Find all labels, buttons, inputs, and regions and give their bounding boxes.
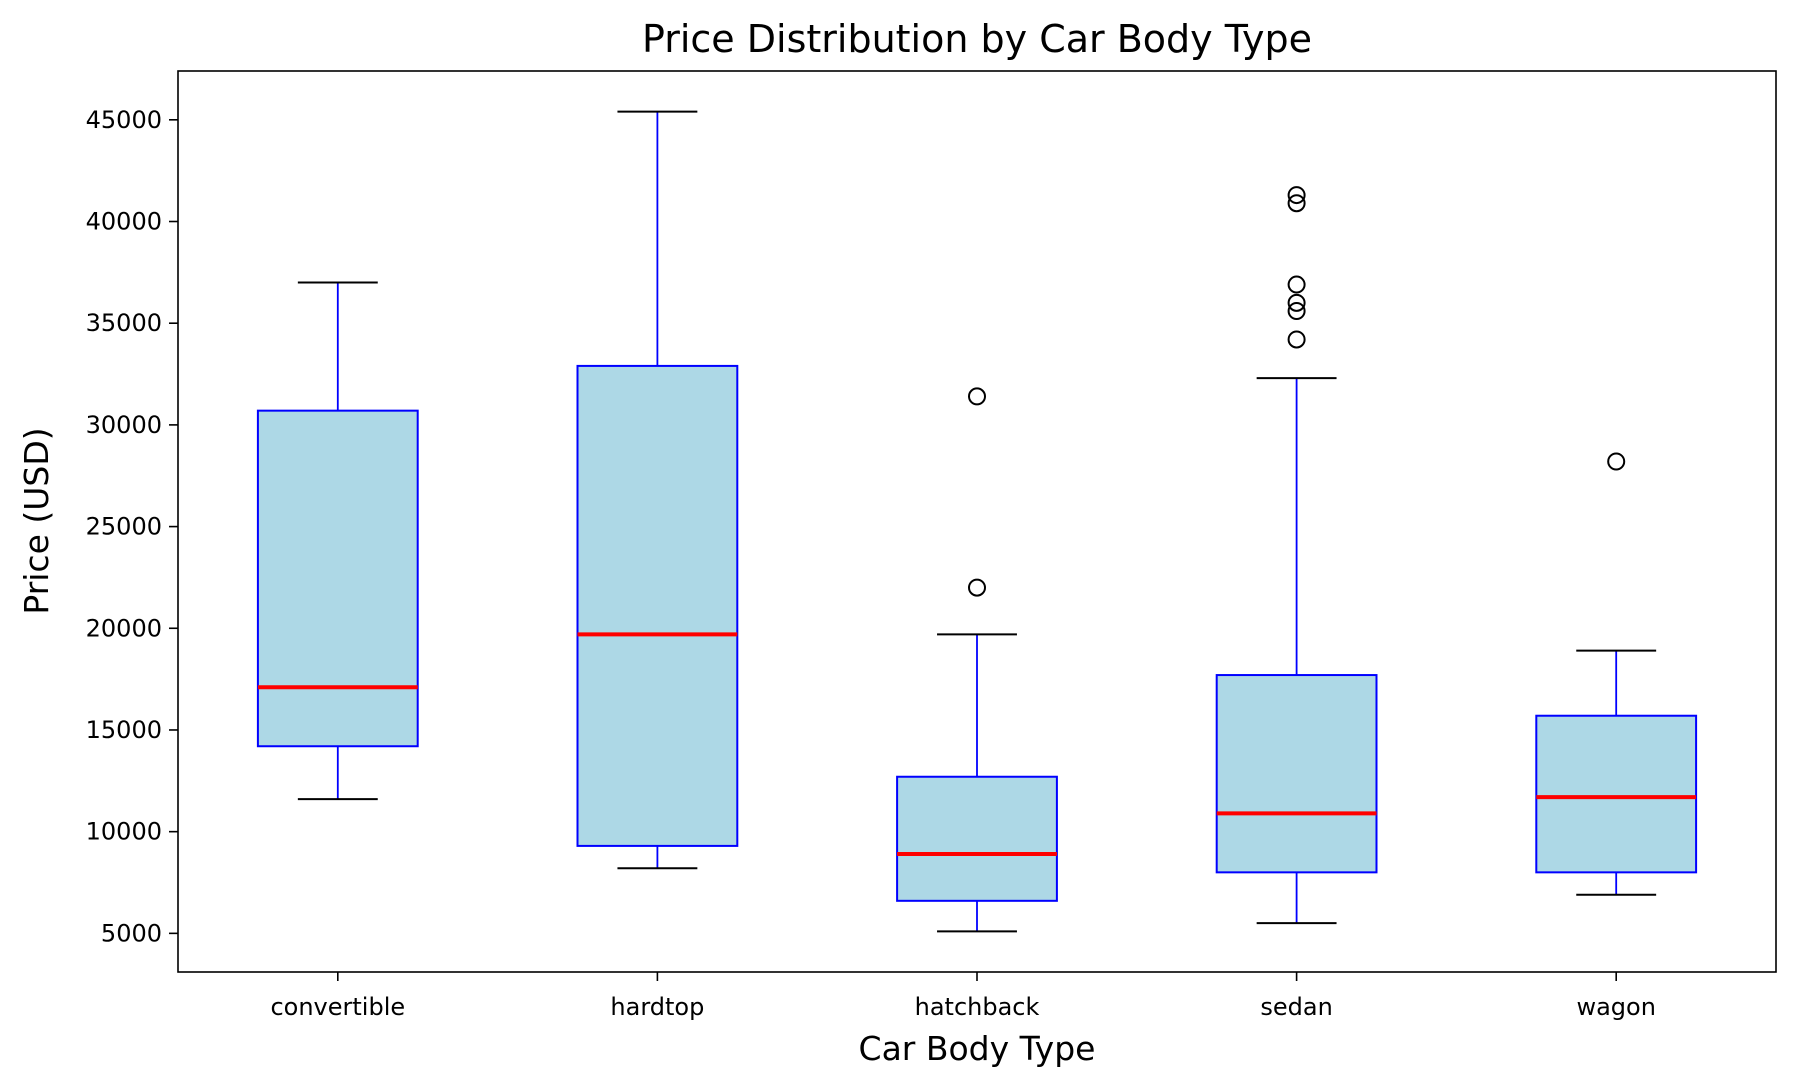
box-hardtop — [576, 364, 739, 847]
outlier-point — [1287, 293, 1306, 312]
box-sedan — [1215, 674, 1378, 874]
x-tick-label: sedan — [1260, 993, 1332, 1021]
outlier-point — [1607, 452, 1626, 471]
box-wagon — [1535, 714, 1698, 874]
box-convertible — [256, 409, 419, 748]
outlier-point — [1287, 330, 1306, 349]
y-tick-label: 25000 — [86, 513, 162, 541]
outlier-point — [968, 387, 986, 406]
y-tick-label: 20000 — [86, 614, 162, 642]
plot-area: 5000 10000 15000 20000 25000 30000 35000 40000 4… — [86, 70, 1777, 1021]
box-hatchback — [896, 775, 1058, 902]
y-tick-label: 45000 — [86, 106, 162, 134]
x-axis-label: Car Body Type — [859, 1029, 1096, 1068]
x-tick-label: wagon — [1576, 993, 1655, 1021]
outlier-point — [1287, 275, 1306, 294]
y-tick-label: 35000 — [86, 309, 162, 337]
y-tick-label: 5000 — [101, 919, 162, 947]
y-tick-label: 30000 — [86, 411, 162, 439]
outlier-point — [1287, 194, 1306, 213]
y-tick-label: 10000 — [86, 818, 162, 846]
x-tick-label: hardtop — [610, 993, 704, 1021]
x-tick-label: convertible — [270, 993, 405, 1021]
chart-title: Price Distribution by Car Body Type — [642, 17, 1312, 61]
x-tick-label: hatchback — [915, 993, 1040, 1021]
y-axis-label: Price (USD) — [17, 427, 56, 614]
y-tick-label: 40000 — [86, 208, 162, 236]
outlier-point — [1287, 186, 1306, 205]
outlier-point — [968, 578, 986, 597]
y-tick-label: 15000 — [86, 716, 162, 744]
outlier-point — [1287, 301, 1306, 320]
